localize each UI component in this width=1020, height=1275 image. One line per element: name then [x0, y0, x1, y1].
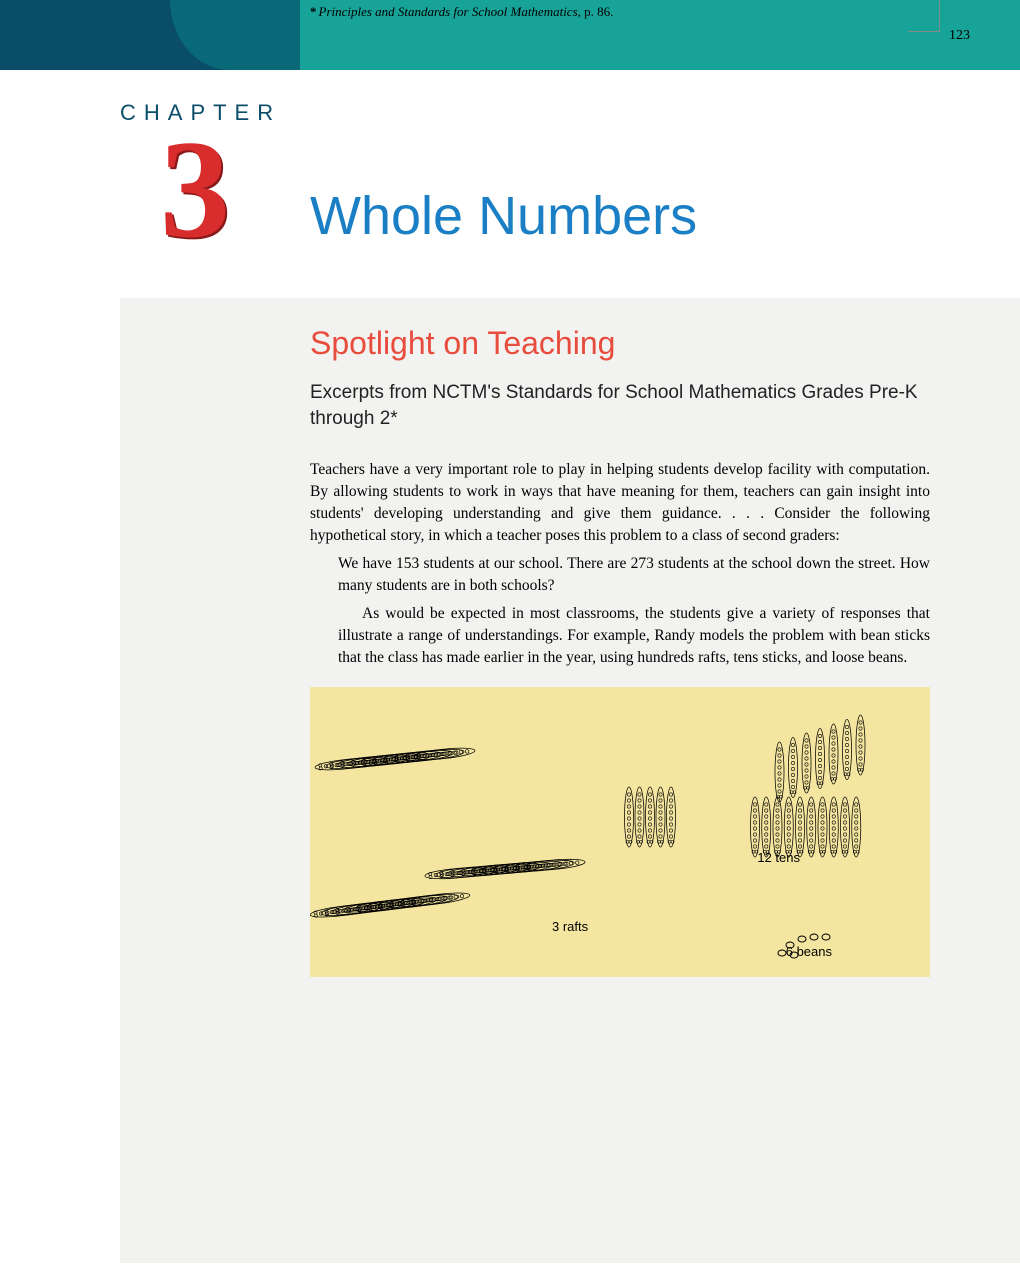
raft-1 — [315, 746, 476, 772]
figure-label-tens: 12 tens — [757, 850, 800, 865]
page-number: 123 — [949, 28, 970, 44]
content-column: Spotlight on Teaching Excerpts from NCTM… — [310, 325, 930, 977]
bean-sticks-svg — [310, 687, 930, 977]
tens-group-b1 — [775, 715, 865, 802]
sidebar-white-strip — [90, 298, 120, 1263]
tens-group-b2 — [751, 797, 861, 857]
raft-2 — [425, 858, 586, 881]
footnote-plain: , p. 86. — [578, 4, 614, 19]
excerpt-subheading: Excerpts from NCTM's Standards for Schoo… — [310, 380, 930, 431]
chapter-number: 3 — [160, 120, 230, 260]
response-paragraph: As would be expected in most classrooms,… — [338, 603, 930, 669]
chapter-title: Whole Numbers — [310, 185, 697, 247]
spotlight-heading: Spotlight on Teaching — [310, 325, 930, 362]
figure-label-beans: 6 beans — [786, 944, 832, 959]
page-corner-mark — [918, 10, 940, 32]
bean-sticks-figure: 12 tens 3 rafts 6 beans — [310, 687, 930, 977]
indented-block: We have 153 students at our school. Ther… — [338, 553, 930, 669]
footnote-italic: Principles and Standards for School Math… — [319, 4, 578, 19]
footnote: *Principles and Standards for School Mat… — [310, 4, 613, 20]
raft-3 — [310, 891, 470, 920]
footnote-marker: * — [310, 4, 317, 19]
intro-paragraph: Teachers have a very important role to p… — [310, 459, 930, 547]
problem-statement: We have 153 students at our school. Ther… — [338, 553, 930, 597]
tens-group-a — [625, 787, 676, 847]
figure-label-rafts: 3 rafts — [552, 919, 588, 934]
